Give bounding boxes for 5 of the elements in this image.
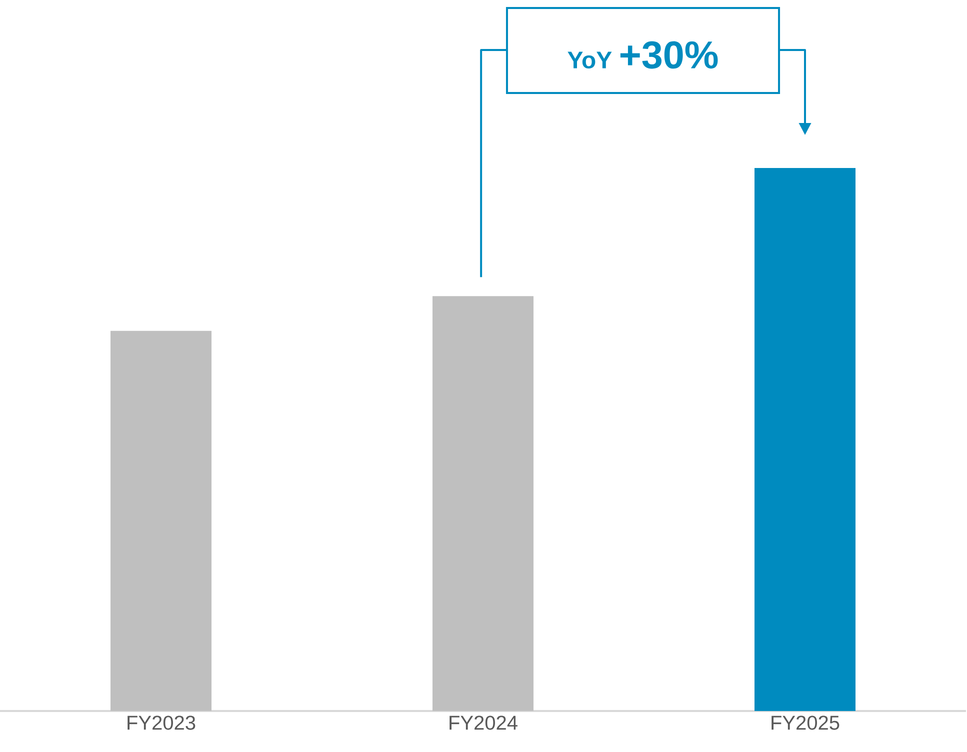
x-tick-label: FY2025 <box>772 716 840 730</box>
x-tick-label: FY2023 <box>128 716 196 730</box>
x-tick-label: FY2024 <box>450 716 518 730</box>
text: +30% <box>620 41 718 69</box>
text: YoY <box>568 52 612 69</box>
